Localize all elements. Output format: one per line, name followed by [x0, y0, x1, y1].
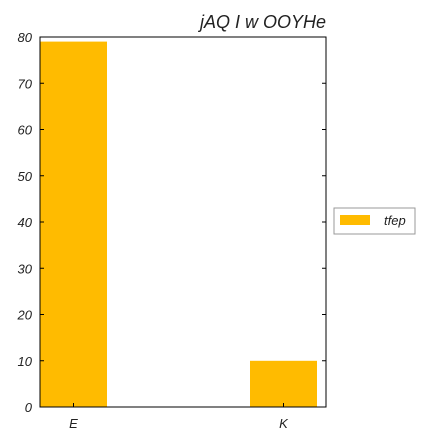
- legend-label-tfep: tfep: [384, 213, 406, 228]
- x-tick-label-K: K: [279, 416, 289, 431]
- y-tick-label-70: 70: [18, 76, 33, 91]
- x-tick-label-E: E: [69, 416, 78, 431]
- y-tick-label-0: 0: [25, 400, 33, 415]
- bar-E: [40, 41, 107, 407]
- legend: tfep: [333, 207, 416, 235]
- y-tick-label-60: 60: [18, 123, 33, 138]
- axes: E K 0 10 20 30 40 50 60 70 80: [17, 30, 326, 431]
- bars: [40, 41, 317, 408]
- legend-swatch: [340, 215, 370, 225]
- y-tick-label-50: 50: [18, 169, 33, 184]
- y-tick-label-30: 30: [18, 261, 33, 276]
- y-tick-label-10: 10: [18, 354, 33, 369]
- bar-K: [250, 360, 317, 408]
- y-tick-label-40: 40: [18, 215, 33, 230]
- y-tick-label-80: 80: [18, 30, 33, 45]
- y-tick-label-20: 20: [17, 308, 33, 323]
- chart-title: jAQ I w OOYHe: [197, 12, 326, 32]
